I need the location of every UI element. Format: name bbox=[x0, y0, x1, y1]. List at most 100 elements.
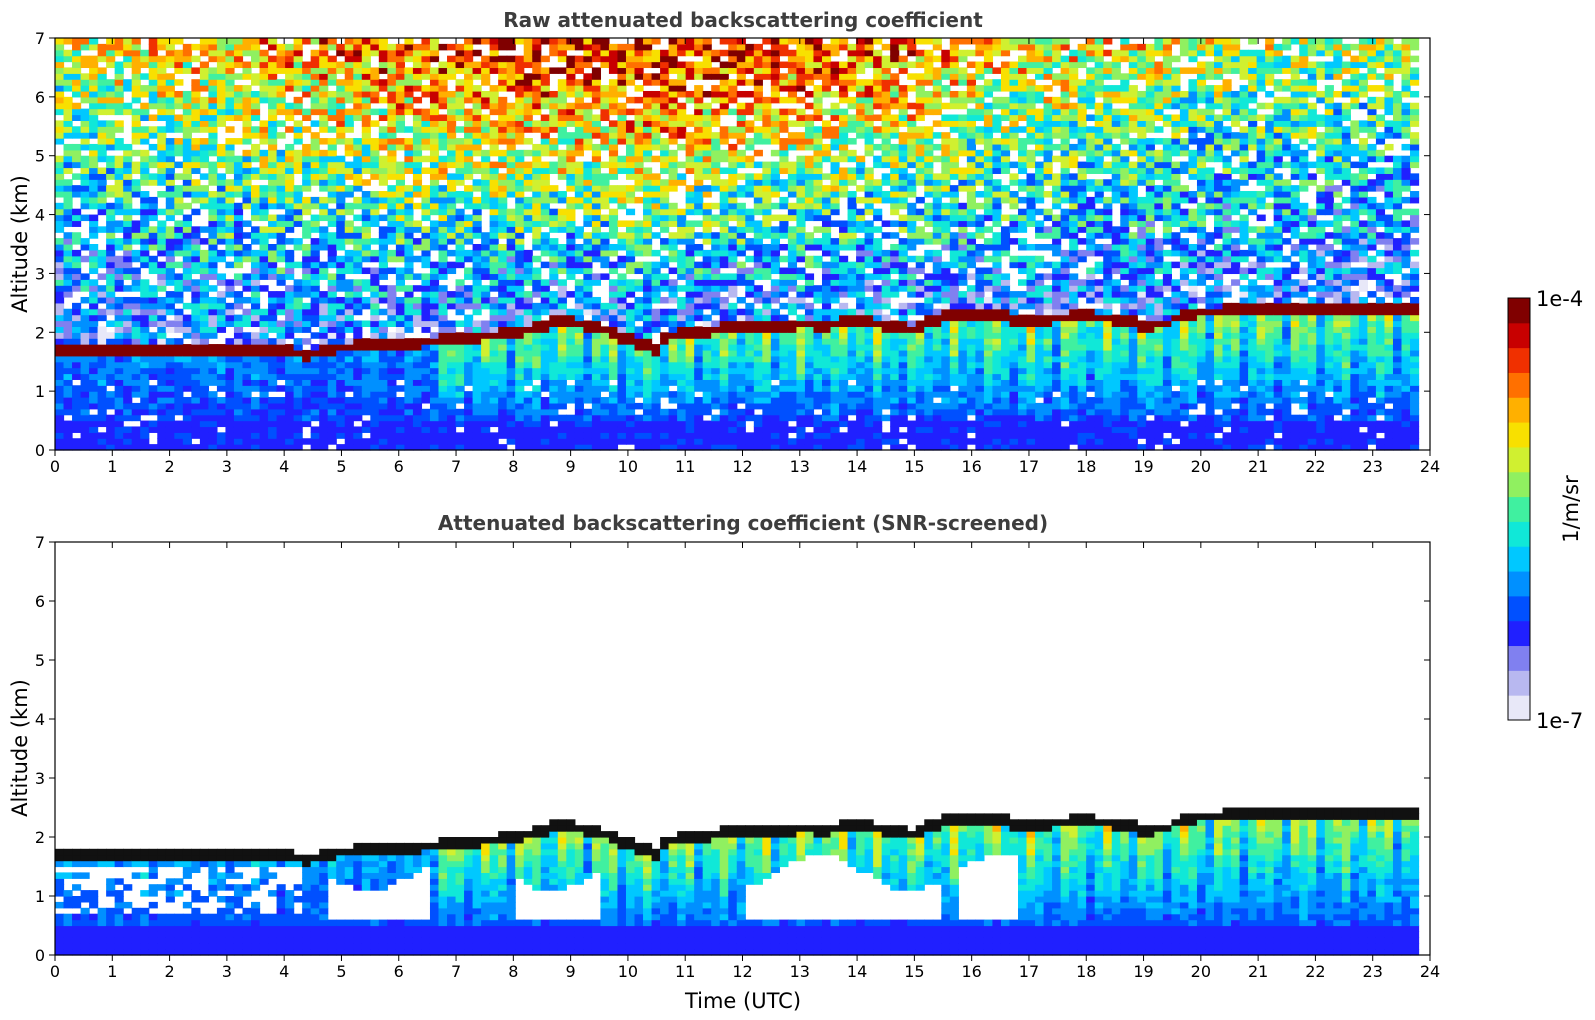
heatmap-cell bbox=[498, 397, 508, 404]
heatmap-cell bbox=[106, 344, 116, 351]
heatmap-cell bbox=[225, 102, 235, 110]
heatmap-cell bbox=[464, 73, 474, 80]
heatmap-cell bbox=[344, 202, 354, 210]
heatmap-cell bbox=[574, 367, 584, 375]
heatmap-cell bbox=[677, 179, 687, 186]
heatmap-cell bbox=[557, 267, 567, 275]
heatmap-cell bbox=[600, 438, 610, 445]
heatmap-cell bbox=[344, 349, 354, 357]
heatmap-cell bbox=[429, 273, 440, 280]
heatmap-cell bbox=[157, 385, 167, 392]
heatmap-cell bbox=[242, 49, 252, 57]
heatmap-cell bbox=[165, 191, 175, 198]
heatmap-cell bbox=[489, 108, 499, 116]
heatmap-cell bbox=[353, 391, 363, 398]
heatmap-cell bbox=[455, 196, 465, 204]
heatmap-cell bbox=[515, 132, 525, 139]
heatmap-cell bbox=[97, 249, 107, 257]
heatmap-cell bbox=[412, 138, 423, 145]
heatmap-cell bbox=[591, 226, 602, 233]
heatmap-cell bbox=[165, 49, 175, 57]
heatmap-cell bbox=[157, 226, 167, 233]
heatmap-cell bbox=[566, 102, 576, 110]
heatmap-cell bbox=[174, 361, 184, 369]
heatmap-cell bbox=[191, 55, 201, 63]
heatmap-cell bbox=[745, 314, 755, 322]
heatmap-cell bbox=[285, 438, 295, 445]
heatmap-cell bbox=[174, 244, 184, 251]
heatmap-cell bbox=[251, 196, 261, 204]
heatmap-cell bbox=[310, 291, 320, 298]
heatmap-cell bbox=[378, 196, 388, 204]
heatmap-cell bbox=[233, 320, 244, 327]
heatmap-cell bbox=[745, 385, 755, 392]
heatmap-cell bbox=[293, 138, 303, 145]
heatmap-cell bbox=[736, 326, 746, 333]
heatmap-cell bbox=[651, 349, 661, 357]
heatmap-cell bbox=[625, 385, 636, 392]
heatmap-cell bbox=[643, 185, 653, 192]
heatmap-cell bbox=[625, 361, 636, 369]
heatmap-cell bbox=[591, 391, 602, 398]
heatmap-cell bbox=[319, 114, 329, 121]
heatmap-cell bbox=[63, 291, 73, 298]
heatmap-cell bbox=[523, 273, 533, 280]
heatmap-cell bbox=[361, 90, 371, 98]
heatmap-cell bbox=[310, 391, 320, 398]
heatmap-cell bbox=[617, 367, 627, 375]
heatmap-cell bbox=[736, 120, 746, 127]
heatmap-cell bbox=[285, 361, 295, 369]
heatmap-cell bbox=[574, 55, 584, 63]
heatmap-cell bbox=[361, 244, 371, 251]
heatmap-cell bbox=[566, 385, 576, 392]
heatmap-cell bbox=[225, 397, 235, 404]
heatmap-cell bbox=[677, 73, 687, 80]
heatmap-cell bbox=[404, 296, 414, 304]
heatmap-cell bbox=[259, 120, 269, 127]
heatmap-cell bbox=[199, 249, 209, 257]
heatmap-cell bbox=[157, 220, 167, 227]
heatmap-cell bbox=[625, 49, 636, 57]
heatmap-cell bbox=[481, 379, 491, 386]
heatmap-cell bbox=[259, 49, 269, 57]
heatmap-cell bbox=[89, 349, 99, 357]
heatmap-cell bbox=[285, 379, 295, 386]
heatmap-cell bbox=[651, 155, 661, 163]
heatmap-cell bbox=[285, 79, 295, 86]
heatmap-cell bbox=[310, 385, 320, 392]
heatmap-cell bbox=[625, 291, 636, 298]
heatmap-cell bbox=[97, 143, 107, 151]
heatmap-cell bbox=[447, 220, 457, 227]
heatmap-cell bbox=[123, 438, 133, 445]
heatmap-cell bbox=[574, 138, 584, 145]
heatmap-cell bbox=[643, 273, 653, 280]
heatmap-cell bbox=[395, 361, 406, 369]
heatmap-cell bbox=[643, 90, 653, 98]
heatmap-cell bbox=[123, 244, 133, 251]
heatmap-cell bbox=[140, 373, 150, 380]
heatmap-cell bbox=[481, 361, 491, 369]
heatmap-cell bbox=[412, 179, 423, 186]
heatmap-cell bbox=[660, 102, 670, 110]
heatmap-cell bbox=[711, 249, 721, 257]
heatmap-cell bbox=[285, 85, 295, 92]
heatmap-cell bbox=[719, 397, 729, 404]
heatmap-cell bbox=[148, 361, 158, 369]
heatmap-cell bbox=[608, 344, 619, 351]
heatmap-cell bbox=[651, 214, 661, 222]
heatmap-cell bbox=[608, 102, 619, 110]
heatmap-cell bbox=[625, 132, 636, 139]
heatmap-cell bbox=[55, 138, 65, 145]
heatmap-cell bbox=[216, 226, 227, 233]
heatmap-cell bbox=[728, 273, 738, 280]
heatmap-cell bbox=[233, 361, 244, 369]
heatmap-cell bbox=[455, 61, 465, 69]
heatmap-cell bbox=[157, 367, 167, 375]
heatmap-cell bbox=[276, 196, 286, 204]
heatmap-cell bbox=[668, 96, 678, 104]
heatmap-cell bbox=[165, 391, 175, 398]
heatmap-cell bbox=[344, 126, 354, 133]
heatmap-cell bbox=[643, 238, 653, 245]
heatmap-cell bbox=[506, 114, 516, 121]
heatmap-cell bbox=[464, 185, 474, 192]
